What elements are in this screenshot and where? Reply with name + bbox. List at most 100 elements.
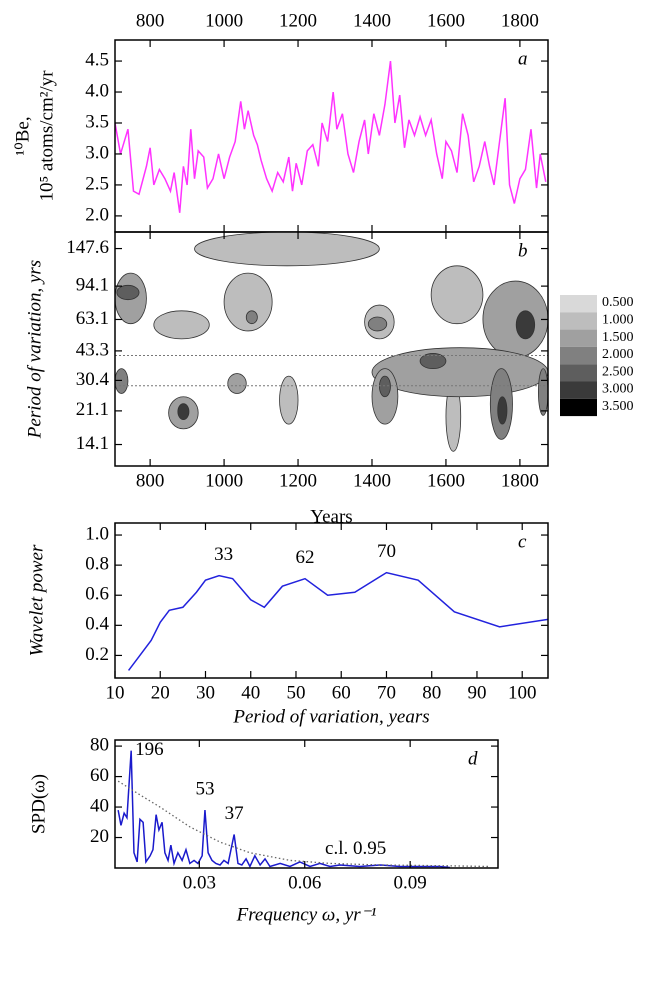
- colorbar-swatch: [560, 346, 597, 365]
- x-tick-label: 1600: [427, 470, 465, 491]
- y-tick-label: 20: [90, 826, 109, 847]
- colorbar-label: 2.500: [602, 364, 634, 379]
- data-line: [117, 750, 450, 868]
- x-tick-label: 10: [106, 682, 125, 703]
- y-tick-label: 3.0: [85, 142, 109, 163]
- x-tick-label: 1800: [501, 470, 539, 491]
- x-tick-label: 1000: [205, 10, 243, 31]
- y-tick-label: 0.4: [85, 614, 109, 635]
- contour-region: [115, 368, 129, 394]
- contour-region: [177, 403, 190, 421]
- x-axis-label: Frequency ω, yr⁻¹: [236, 904, 377, 925]
- y-tick-label: 43.3: [76, 339, 109, 360]
- x-tick-label: 30: [196, 682, 215, 703]
- y-tick-label: 14.1: [76, 433, 109, 454]
- plot-area: [115, 232, 548, 452]
- contour-region: [367, 316, 388, 332]
- contour-region: [537, 368, 548, 416]
- panel-label: a: [518, 48, 528, 69]
- x-tick-label: 1600: [427, 10, 465, 31]
- panel-label: c: [518, 531, 527, 552]
- y-axis-label: Wavelet power: [26, 544, 47, 656]
- contour-region: [153, 310, 210, 340]
- y-tick-label: 0.8: [85, 553, 109, 574]
- y-tick-label: 40: [90, 795, 109, 816]
- x-tick-label: 40: [241, 682, 260, 703]
- y-axis-label: SPD(ω): [28, 774, 49, 834]
- y-tick-label: 80: [90, 734, 109, 755]
- y-axis-label: 10⁵ atoms/cm²/yr: [36, 70, 57, 202]
- contour-region: [245, 310, 258, 325]
- colorbar-swatch: [560, 329, 597, 347]
- colorbar-swatch: [560, 398, 597, 417]
- x-tick-label: 1400: [353, 470, 391, 491]
- x-axis-label: Period of variation, years: [232, 706, 429, 727]
- x-tick-label: 1800: [501, 10, 539, 31]
- plot-frame: [114, 739, 499, 869]
- x-tick-label: 90: [467, 682, 486, 703]
- contour-region: [430, 265, 484, 325]
- y-tick-label: 0.6: [85, 584, 109, 605]
- y-tick-label: 2.0: [85, 204, 109, 225]
- x-tick-label: 0.09: [394, 872, 427, 893]
- contour-region: [194, 232, 380, 267]
- peak-label: 37: [225, 803, 244, 824]
- x-tick-label: 1200: [279, 470, 317, 491]
- y-axis-label: ¹⁰Be,: [12, 116, 33, 155]
- x-tick-label: 1200: [279, 10, 317, 31]
- x-tick-label: 80: [422, 682, 441, 703]
- x-axis-label: Years: [310, 506, 352, 527]
- panel-label: b: [518, 240, 528, 261]
- x-tick-label: 1400: [353, 10, 391, 31]
- y-axis-label: Period of variation, yrs: [24, 260, 45, 439]
- contour-region: [482, 280, 548, 358]
- colorbar-label: 1.500: [602, 330, 634, 345]
- colorbar-swatch: [560, 312, 597, 330]
- y-tick-label: 4.5: [85, 49, 109, 70]
- peak-label: 53: [195, 778, 214, 799]
- colorbar-swatch: [560, 381, 597, 399]
- peak-label: 33: [214, 544, 233, 565]
- y-tick-label: 2.5: [85, 173, 109, 194]
- x-tick-label: 0.03: [183, 872, 216, 893]
- x-tick-label: 60: [332, 682, 351, 703]
- y-tick-label: 21.1: [76, 399, 109, 420]
- confidence-label: c.l. 0.95: [325, 838, 386, 859]
- y-tick-label: 60: [90, 765, 109, 786]
- peak-label: 62: [296, 547, 315, 568]
- x-tick-label: 70: [377, 682, 396, 703]
- y-tick-label: 4.0: [85, 80, 109, 101]
- contour-region: [223, 272, 273, 332]
- x-tick-label: 800: [136, 10, 165, 31]
- plot-area: [127, 571, 548, 671]
- x-tick-label: 0.06: [288, 872, 321, 893]
- colorbar-label: 3.500: [602, 399, 634, 414]
- contour-region: [279, 375, 299, 425]
- x-tick-label: 1000: [205, 470, 243, 491]
- data-line: [115, 60, 547, 213]
- peak-label: 70: [377, 541, 396, 562]
- contour-region: [419, 353, 447, 370]
- colorbar-swatch: [560, 295, 597, 313]
- x-tick-label: 800: [136, 470, 165, 491]
- plot-frame: [114, 522, 549, 679]
- contour-region: [378, 375, 391, 398]
- contour-region: [515, 310, 536, 340]
- x-tick-label: 50: [286, 682, 305, 703]
- colorbar-label: 3.000: [602, 382, 634, 397]
- data-line: [127, 571, 548, 671]
- colorbar-swatch: [560, 364, 597, 382]
- contour-region: [116, 284, 140, 301]
- colorbar-label: 1.000: [602, 313, 634, 328]
- plot-area: [115, 60, 547, 213]
- y-tick-label: 1.0: [85, 523, 109, 544]
- panel-label: d: [468, 748, 478, 769]
- confidence-curve: [117, 780, 490, 868]
- y-tick-label: 0.2: [85, 644, 109, 665]
- colorbar-label: 0.500: [602, 295, 634, 310]
- plot-frame: [114, 231, 549, 467]
- contour-region: [497, 396, 508, 425]
- y-tick-label: 147.6: [66, 237, 109, 258]
- peak-label: 196: [135, 739, 164, 760]
